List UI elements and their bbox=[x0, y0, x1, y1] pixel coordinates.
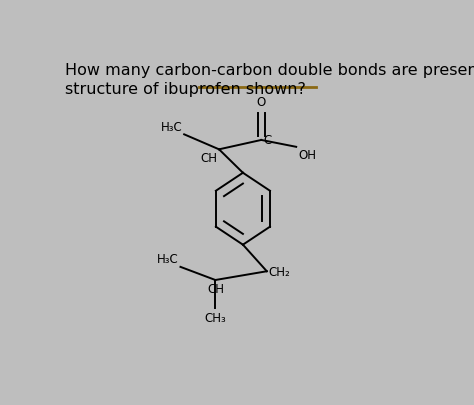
Text: H₃C: H₃C bbox=[157, 253, 179, 266]
Text: How many carbon-carbon double bonds are present in the: How many carbon-carbon double bonds are … bbox=[65, 63, 474, 78]
Text: C: C bbox=[263, 134, 272, 147]
Text: CH₃: CH₃ bbox=[204, 311, 226, 324]
Text: CH: CH bbox=[200, 151, 217, 164]
Text: structure of ibuprofen shown?: structure of ibuprofen shown? bbox=[65, 81, 306, 96]
Text: CH: CH bbox=[208, 282, 225, 295]
Text: H₃C: H₃C bbox=[161, 120, 182, 133]
Text: O: O bbox=[256, 96, 266, 109]
Text: OH: OH bbox=[298, 149, 316, 162]
Text: CH₂: CH₂ bbox=[269, 265, 291, 278]
